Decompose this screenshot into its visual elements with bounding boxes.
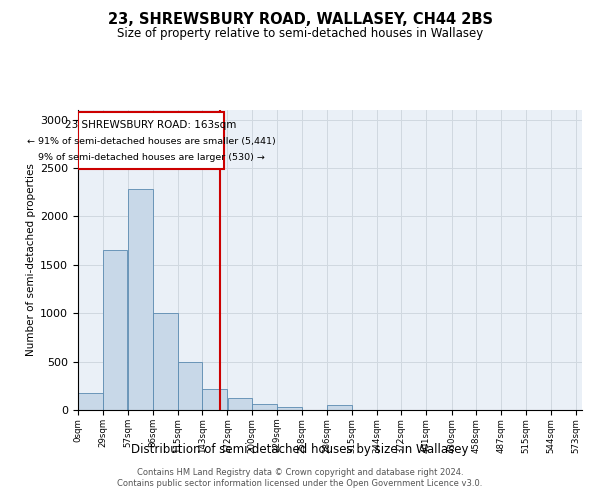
Bar <box>78 112 224 169</box>
Bar <box>326 405 352 410</box>
Text: Distribution of semi-detached houses by size in Wallasey: Distribution of semi-detached houses by … <box>131 442 469 456</box>
Bar <box>252 404 277 410</box>
Bar <box>227 398 251 410</box>
Text: Size of property relative to semi-detached houses in Wallasey: Size of property relative to semi-detach… <box>117 28 483 40</box>
Bar <box>103 250 127 410</box>
Bar <box>128 190 152 410</box>
Bar <box>178 362 202 410</box>
Bar <box>153 313 178 410</box>
Text: 23 SHREWSBURY ROAD: 163sqm: 23 SHREWSBURY ROAD: 163sqm <box>65 120 236 130</box>
Y-axis label: Number of semi-detached properties: Number of semi-detached properties <box>26 164 36 356</box>
Text: Contains HM Land Registry data © Crown copyright and database right 2024.
Contai: Contains HM Land Registry data © Crown c… <box>118 468 482 487</box>
Bar <box>277 406 302 410</box>
Text: 23, SHREWSBURY ROAD, WALLASEY, CH44 2BS: 23, SHREWSBURY ROAD, WALLASEY, CH44 2BS <box>107 12 493 28</box>
Bar <box>78 393 103 410</box>
Bar <box>202 388 227 410</box>
Text: 9% of semi-detached houses are larger (530) →: 9% of semi-detached houses are larger (5… <box>38 153 265 162</box>
Text: ← 91% of semi-detached houses are smaller (5,441): ← 91% of semi-detached houses are smalle… <box>26 138 275 146</box>
